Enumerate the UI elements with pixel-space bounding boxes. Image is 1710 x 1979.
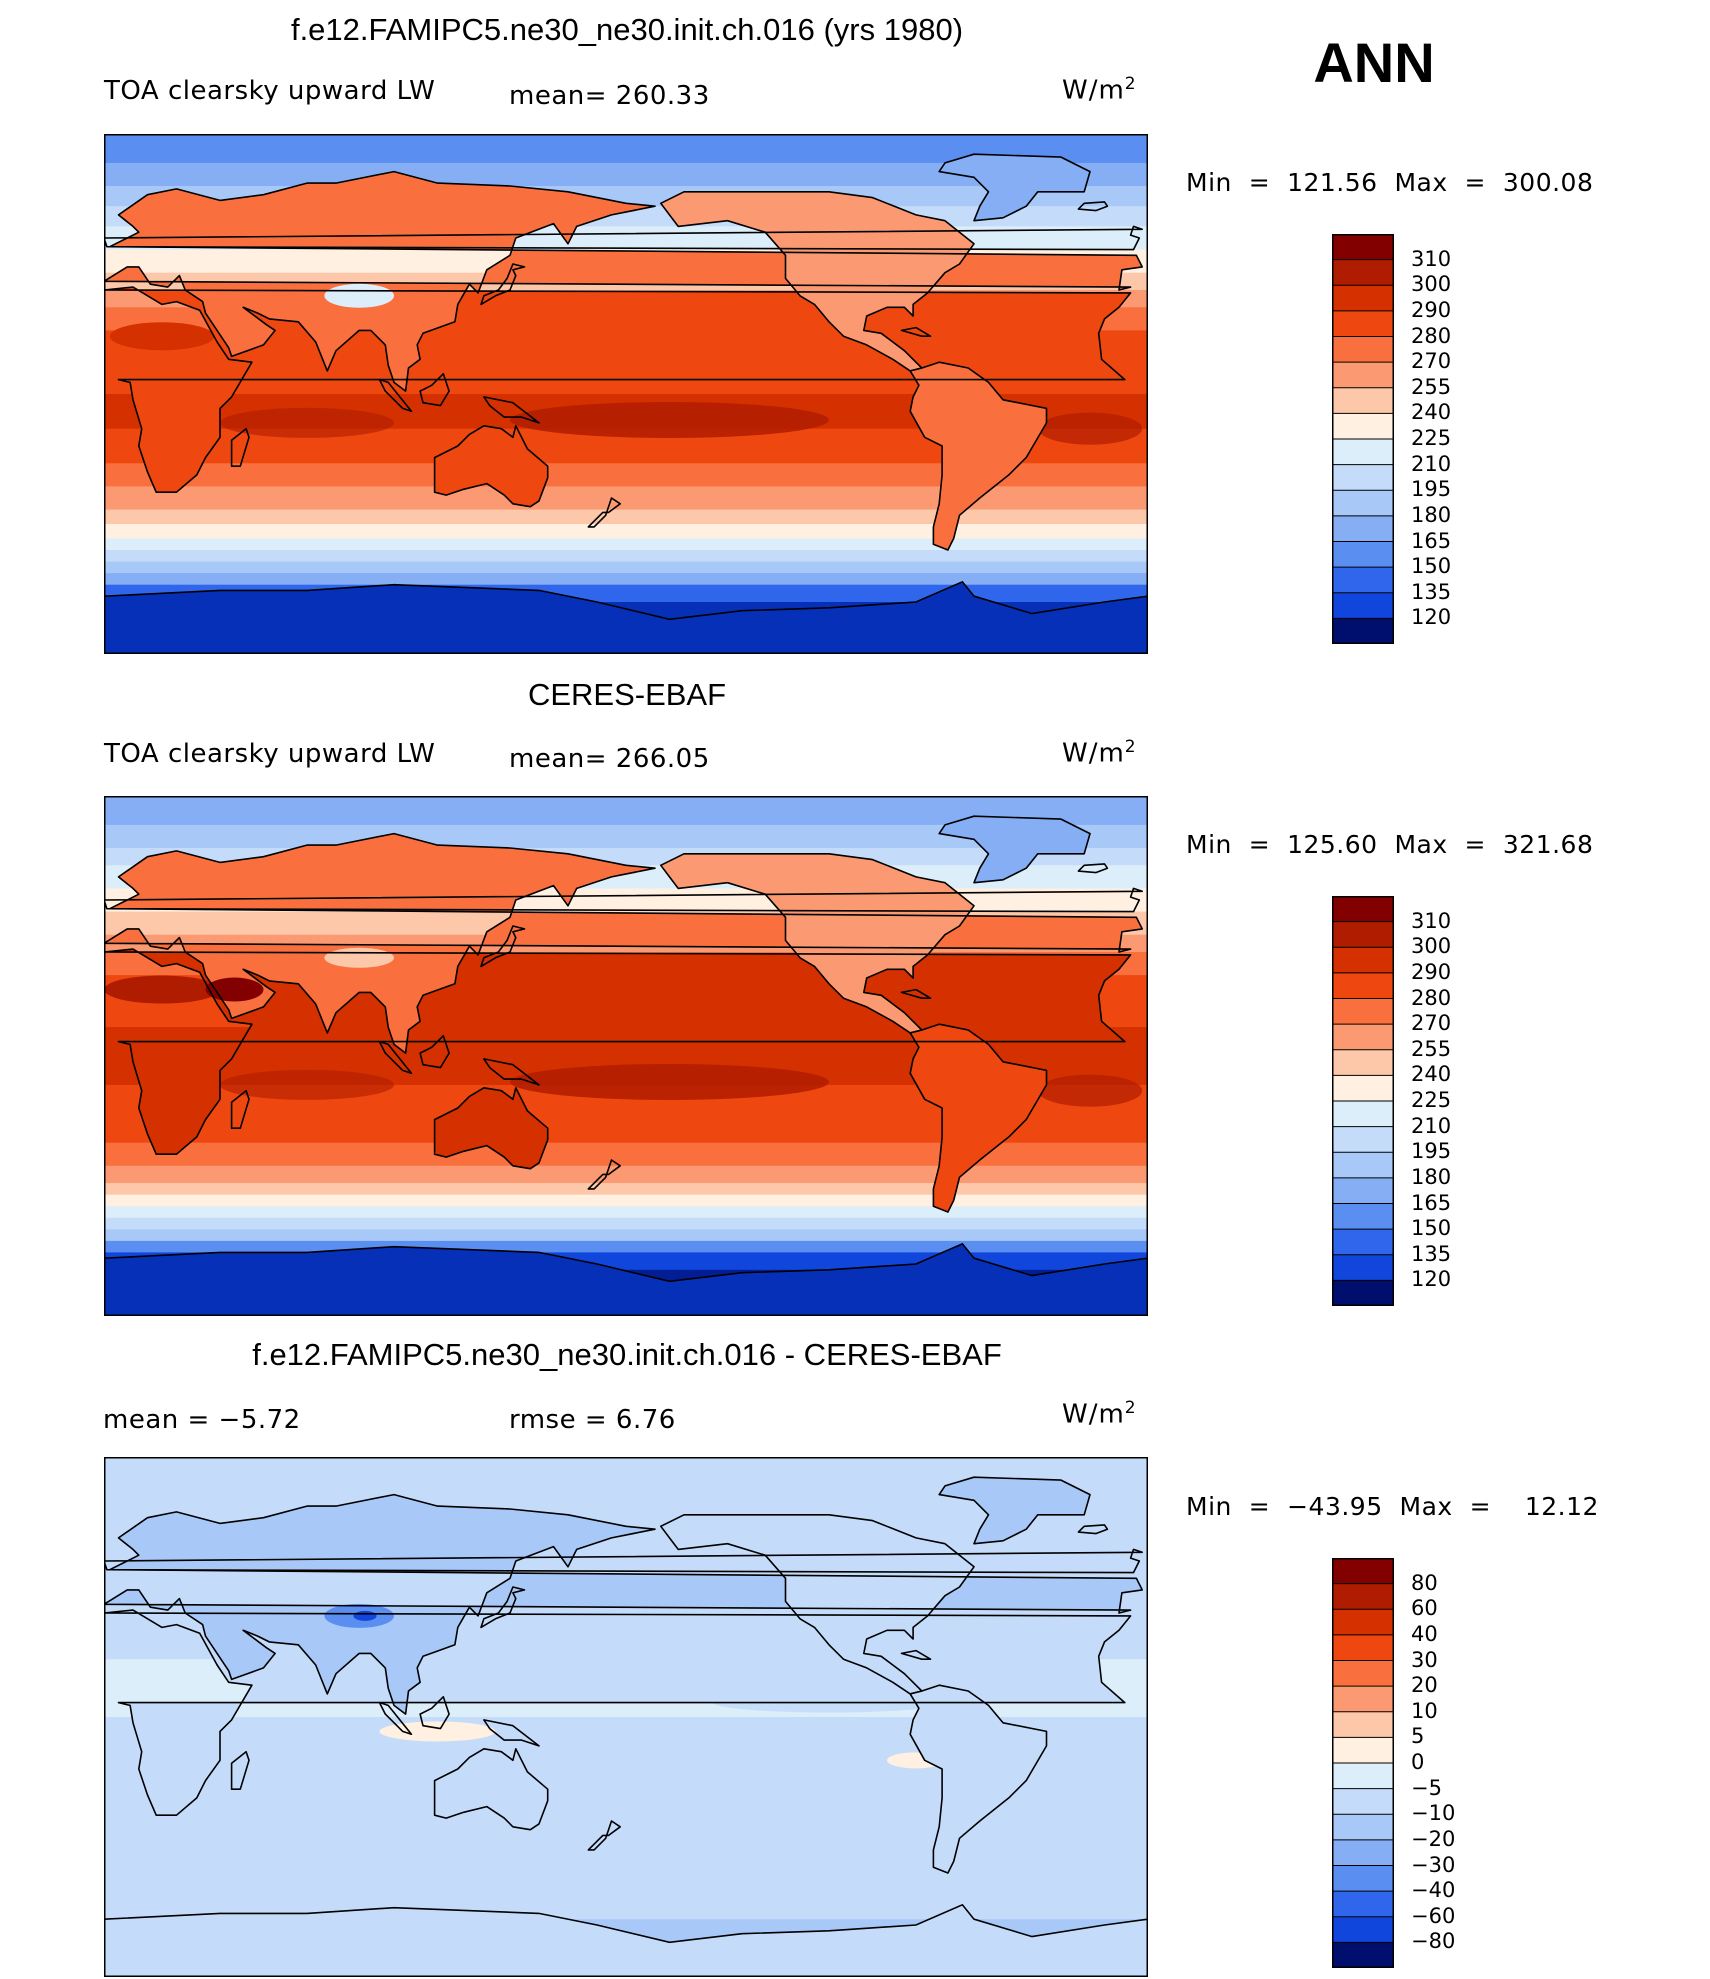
colorbar-tick-label: 195 bbox=[1411, 477, 1452, 502]
panel-1-unit-label: W/m2 bbox=[1062, 74, 1137, 106]
colorbar-tick-label: 290 bbox=[1411, 297, 1452, 322]
colorbar-tick-label: −40 bbox=[1411, 1878, 1456, 1903]
panel-2-colorbar bbox=[1332, 896, 1394, 1306]
panel-3-unit-exponent: 2 bbox=[1124, 1398, 1137, 1418]
colorbar-tick-label: −20 bbox=[1411, 1826, 1456, 1851]
colorbar-tick-label: 60 bbox=[1411, 1596, 1438, 1621]
colorbar-tick-label: 310 bbox=[1411, 908, 1452, 933]
colorbar-tick-label: 210 bbox=[1411, 1113, 1452, 1138]
colorbar-tick-label: −30 bbox=[1411, 1852, 1456, 1877]
colorbar-tick-label: 0 bbox=[1411, 1750, 1425, 1774]
panel-1-unit-text: W/m bbox=[1062, 75, 1125, 106]
panel-1-unit-exponent: 2 bbox=[1124, 74, 1137, 94]
colorbar-tick-label: 20 bbox=[1411, 1673, 1438, 1698]
colorbar-tick-label: 40 bbox=[1411, 1621, 1438, 1646]
colorbar-tick-label: 225 bbox=[1411, 1088, 1452, 1112]
season-label: ANN bbox=[1313, 31, 1435, 94]
colorbar-tick-label: 210 bbox=[1411, 451, 1452, 476]
panel-1-colorbar bbox=[1332, 234, 1394, 644]
panel-2-unit-label: W/m2 bbox=[1062, 737, 1137, 769]
panel-3-rmse-label: rmse = 6.76 bbox=[509, 1405, 676, 1435]
colorbar-tick-label: 120 bbox=[1411, 1267, 1452, 1292]
panel-2-minmax: Min = 125.60 Max = 321.68 bbox=[1186, 830, 1594, 859]
colorbar-tick-label: 5 bbox=[1411, 1724, 1425, 1749]
colorbar-tick-label: 135 bbox=[1411, 1241, 1452, 1266]
panel-1-mean-label: mean= 260.33 bbox=[509, 81, 710, 111]
panel-3-minmax: Min = −43.95 Max = 12.12 bbox=[1186, 1492, 1599, 1521]
colorbar-tick-label: 280 bbox=[1411, 323, 1452, 348]
colorbar-tick-label: 165 bbox=[1411, 1190, 1452, 1215]
panel-3-title: f.e12.FAMIPC5.ne30_ne30.init.ch.016 - CE… bbox=[252, 1337, 1002, 1372]
panel-2-map bbox=[104, 796, 1148, 1316]
colorbar-tick-label: 255 bbox=[1411, 374, 1452, 399]
colorbar-tick-label: 240 bbox=[1411, 400, 1452, 425]
panel-1-minmax: Min = 121.56 Max = 300.08 bbox=[1186, 168, 1594, 197]
colorbar-tick-label: 300 bbox=[1411, 934, 1452, 959]
colorbar-tick-label: 135 bbox=[1411, 579, 1452, 604]
colorbar-tick-label: 150 bbox=[1411, 1216, 1452, 1241]
panel-2-unit-exponent: 2 bbox=[1124, 737, 1137, 757]
colorbar-tick-label: 30 bbox=[1411, 1647, 1438, 1672]
colorbar-tick-label: −80 bbox=[1411, 1929, 1456, 1954]
colorbar-tick-label: 165 bbox=[1411, 528, 1452, 553]
colorbar-tick-label: 240 bbox=[1411, 1062, 1452, 1087]
colorbar-tick-label: −60 bbox=[1411, 1903, 1456, 1928]
colorbar-tick-label: 120 bbox=[1411, 605, 1452, 630]
colorbar-tick-label: 180 bbox=[1411, 502, 1452, 527]
panel-3-mean-label: mean = −5.72 bbox=[103, 1405, 301, 1435]
colorbar-tick-label: −5 bbox=[1411, 1775, 1442, 1800]
colorbar-tick-label: −10 bbox=[1411, 1801, 1456, 1826]
panel-2-title: CERES-EBAF bbox=[527, 677, 727, 712]
colorbar-tick-label: 10 bbox=[1411, 1698, 1438, 1723]
panel-3-unit-text: W/m bbox=[1062, 1399, 1125, 1430]
panel-3-unit-label: W/m2 bbox=[1062, 1398, 1137, 1430]
colorbar-tick-label: 225 bbox=[1411, 426, 1452, 450]
panel-1-title: f.e12.FAMIPC5.ne30_ne30.init.ch.016 (yrs… bbox=[290, 12, 964, 47]
colorbar-tick-label: 310 bbox=[1411, 246, 1452, 271]
colorbar-tick-label: 270 bbox=[1411, 1011, 1452, 1036]
colorbar-tick-label: 195 bbox=[1411, 1139, 1452, 1164]
colorbar-tick-label: 255 bbox=[1411, 1036, 1452, 1061]
colorbar-tick-label: 150 bbox=[1411, 554, 1452, 579]
panel-2-unit-text: W/m bbox=[1062, 738, 1125, 769]
colorbar-tick-label: 290 bbox=[1411, 959, 1452, 984]
panel-1-map bbox=[104, 134, 1148, 654]
panel-3-colorbar bbox=[1332, 1558, 1394, 1968]
colorbar-tick-label: 180 bbox=[1411, 1164, 1452, 1189]
panel-2-variable-label: TOA clearsky upward LW bbox=[104, 739, 436, 769]
colorbar-tick-label: 280 bbox=[1411, 985, 1452, 1010]
colorbar-tick-label: 300 bbox=[1411, 272, 1452, 297]
panel-2-mean-label: mean= 266.05 bbox=[509, 744, 710, 774]
colorbar-tick-label: 80 bbox=[1411, 1570, 1438, 1595]
colorbar-tick-label: 270 bbox=[1411, 349, 1452, 374]
panel-3-map bbox=[104, 1457, 1148, 1977]
panel-1-variable-label: TOA clearsky upward LW bbox=[104, 76, 436, 106]
